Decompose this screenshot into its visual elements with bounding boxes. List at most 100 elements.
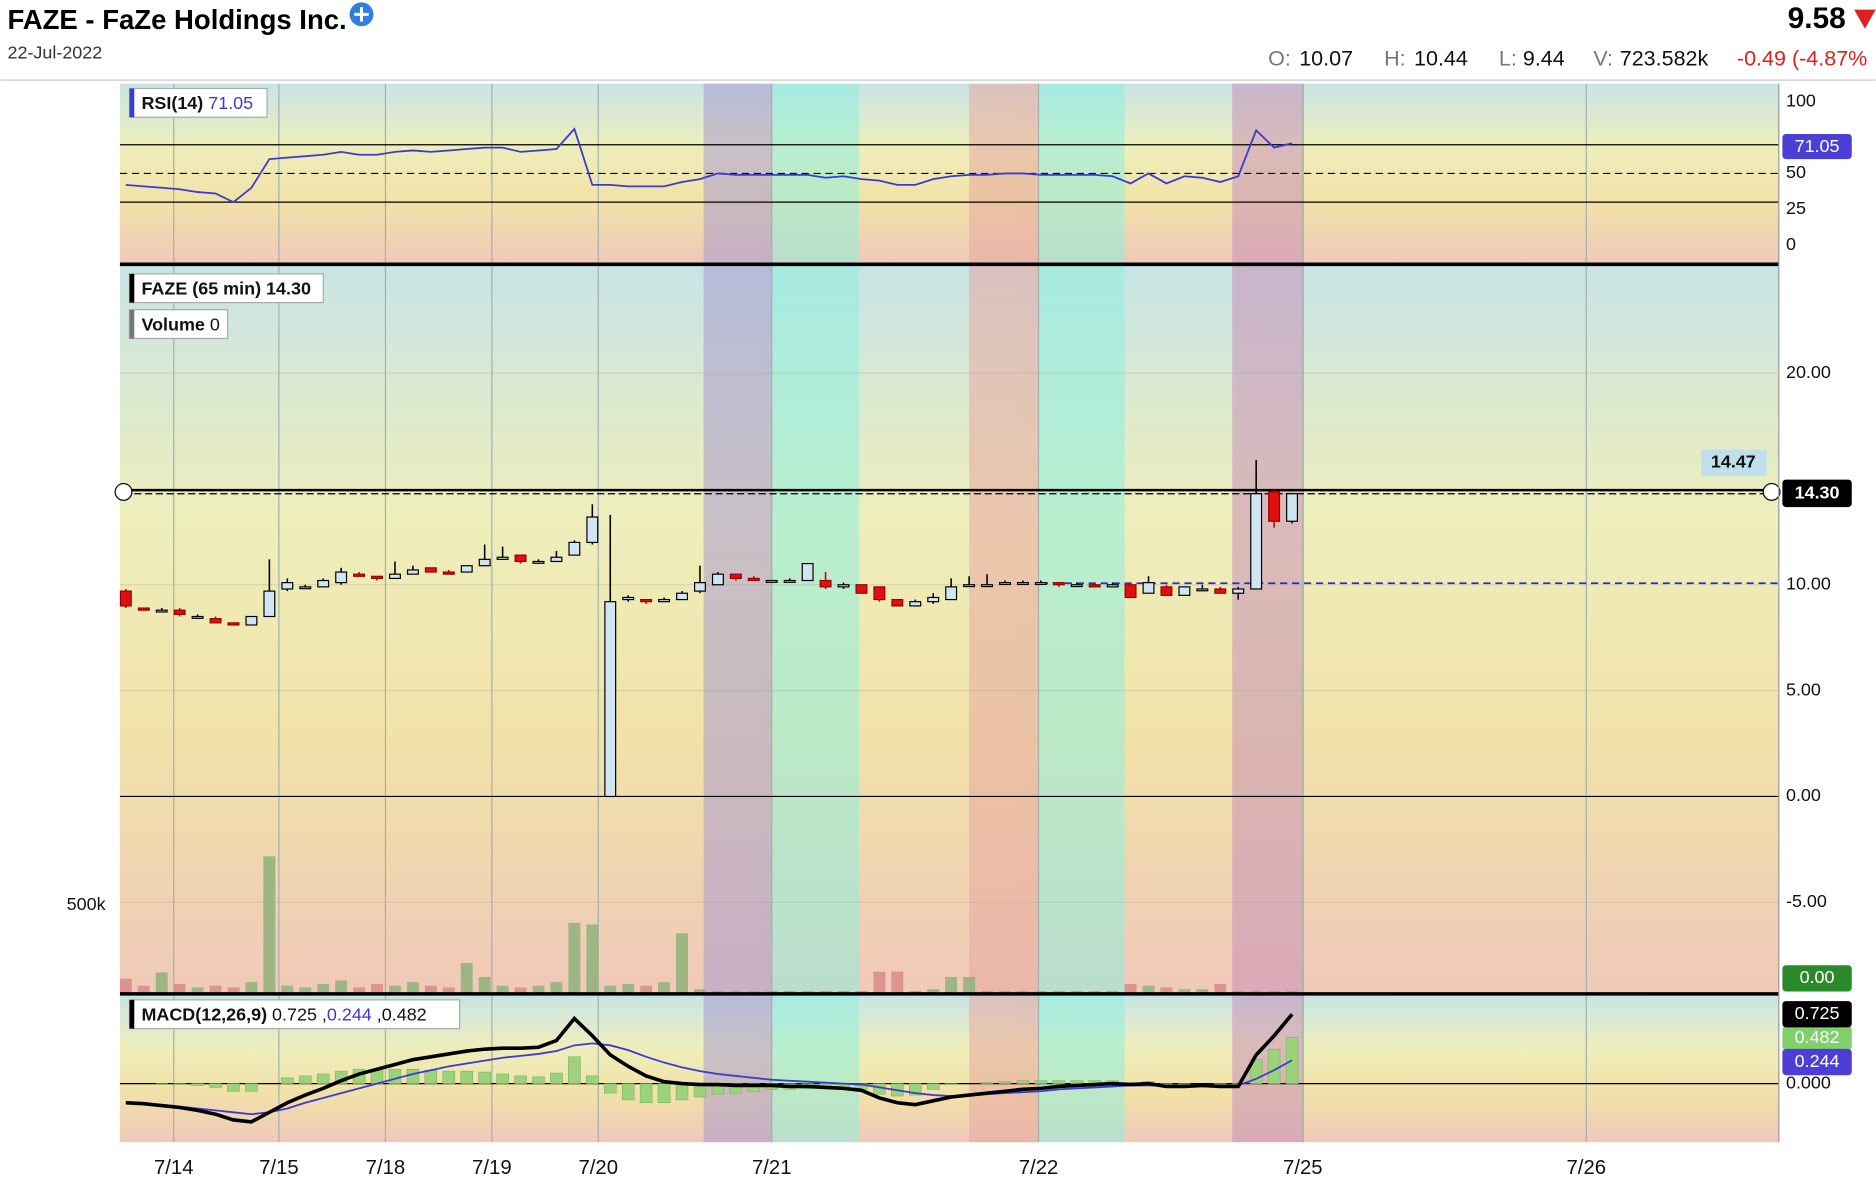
candle-body (245, 615, 258, 626)
macd-tag: 0.725 (1795, 1003, 1840, 1023)
signal-line (125, 1042, 1293, 1116)
band (703, 83, 772, 1143)
volume-bar (999, 990, 1011, 993)
macd-histogram-bar (1178, 1083, 1191, 1085)
legend: FAZE (65 min) 14.30 (141, 278, 311, 298)
macd-histogram-bar (191, 1083, 204, 1086)
candle-body (981, 584, 994, 588)
candle-body (586, 516, 599, 544)
legend-value: 0.725 (272, 1004, 317, 1024)
macd-histogram-bar (1052, 1080, 1066, 1084)
candle-body (1106, 584, 1119, 588)
candle-body (1034, 582, 1047, 586)
volume-bar (1232, 990, 1245, 993)
candle-body (335, 571, 348, 584)
macd-histogram-bar (586, 1075, 599, 1084)
price-pane (119, 265, 1779, 993)
x-tick-label: 7/21 (752, 1157, 792, 1179)
legend-value: 0.482 (382, 1004, 427, 1024)
volume-bar (604, 985, 617, 993)
volume-bar (568, 922, 581, 993)
candle-body (945, 586, 958, 601)
volume-bar (909, 990, 922, 993)
candle-body (1286, 493, 1299, 522)
stat-value: 10.44 (1414, 46, 1468, 70)
candle-body (999, 582, 1011, 586)
candle-body (496, 556, 509, 560)
candle-body (711, 573, 724, 586)
candle-body (1142, 582, 1155, 594)
volume-bar (640, 985, 653, 993)
candle-body (371, 575, 384, 580)
volume-bar (460, 962, 473, 993)
band (969, 83, 1039, 1143)
y-tick-label: 100 (1786, 90, 1816, 110)
line-handle (1762, 482, 1781, 501)
macd-histogram-bar (1070, 1080, 1084, 1084)
candle-body (550, 556, 563, 563)
macd-histogram-bar (281, 1077, 294, 1084)
volume-bar (622, 983, 635, 993)
candle-body (927, 596, 940, 603)
change: -0.49 (-4.87% (1737, 46, 1867, 70)
macd-histogram-bar (155, 1083, 169, 1085)
volume-tag: 0.00 (1800, 967, 1835, 987)
volume-bar (1268, 990, 1281, 993)
y-tick-label: 0.000 (1786, 1072, 1831, 1092)
y-tick-label: -5.00 (1786, 891, 1827, 911)
volume-bar (927, 989, 940, 993)
macd-histogram-bar (298, 1075, 312, 1084)
volume-bar (747, 990, 760, 993)
volume-bar (801, 990, 814, 993)
legend-value: 14.30 (266, 278, 311, 298)
rsi-line (125, 127, 1293, 204)
signal-tag: 0.244 (1795, 1051, 1840, 1071)
volume-bar (371, 983, 384, 993)
volume-bar (119, 978, 132, 993)
candle-body (693, 582, 706, 592)
volume-bar (1142, 985, 1155, 993)
tag (1782, 479, 1852, 508)
stat-label: O: (1268, 46, 1291, 70)
volume-bar (963, 976, 976, 993)
candle-body (568, 541, 581, 556)
volume-bar (191, 987, 204, 993)
legend-label: FAZE (65 min) (141, 278, 261, 298)
y-tick-label: 0 (1786, 234, 1796, 254)
macd-histogram-bar (316, 1073, 330, 1084)
macd-histogram-bar (173, 1083, 186, 1085)
volume-bar (550, 982, 563, 993)
x-tick-label: 7/19 (472, 1157, 512, 1179)
volume-bar (532, 985, 545, 993)
candle-body (747, 577, 760, 582)
legend-box (128, 309, 229, 340)
volume-bar (209, 985, 222, 993)
legend-swatch (129, 88, 135, 118)
volume-bar (1070, 990, 1083, 993)
volume-bar (819, 990, 832, 993)
rsi-tag: 71.05 (1795, 136, 1840, 156)
legend: MACD(12,26,9) 0.725 ,0.244 ,0.482 (141, 1004, 426, 1024)
candle-body (1268, 491, 1281, 522)
volume-bar (424, 985, 437, 993)
macd-histogram-bar (675, 1083, 689, 1101)
volume-bar (1214, 983, 1227, 993)
candle-body (1160, 586, 1173, 596)
y-tick-label: 50 (1786, 162, 1806, 182)
stat-value: 10.07 (1299, 46, 1353, 70)
volume-bar (335, 980, 348, 993)
macd-histogram-bar (729, 1083, 743, 1094)
x-tick-label: 7/18 (366, 1157, 406, 1179)
candle-body (622, 596, 635, 601)
legend-box (128, 999, 461, 1030)
add-icon-plus (354, 7, 369, 22)
candle-body (909, 601, 922, 607)
candle-body (442, 571, 455, 575)
macd-histogram-bar (496, 1073, 509, 1084)
macd-histogram-bar (245, 1083, 258, 1092)
macd-histogram-bar (514, 1075, 527, 1084)
title: FAZE - FaZe Holdings Inc. (7, 4, 346, 35)
volume-bar (945, 976, 958, 993)
